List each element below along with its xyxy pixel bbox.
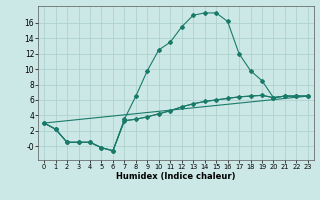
X-axis label: Humidex (Indice chaleur): Humidex (Indice chaleur) bbox=[116, 172, 236, 181]
